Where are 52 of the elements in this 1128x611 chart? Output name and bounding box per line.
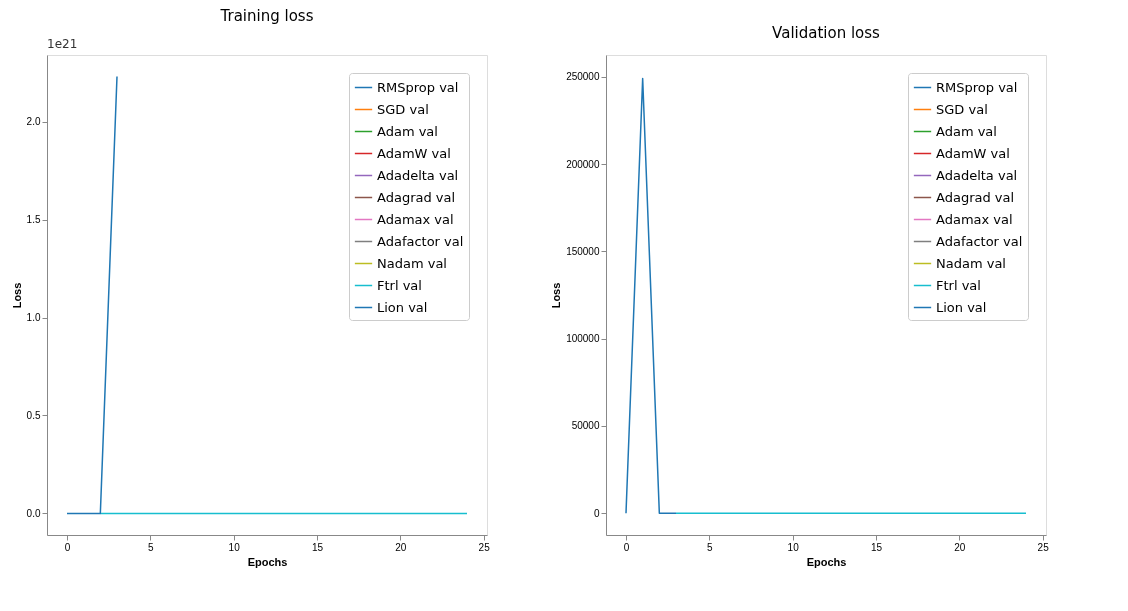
legend-label: Lion val: [377, 299, 428, 315]
chart-title: Validation loss: [772, 24, 881, 42]
legend-label: Adam val: [377, 123, 438, 139]
y-tick-label: 2.0: [26, 116, 41, 128]
legend-label: Adamax val: [936, 211, 1013, 227]
legend-label: SGD val: [377, 101, 429, 117]
legend-label: Nadam val: [936, 255, 1006, 271]
x-tick-label: 15: [870, 541, 883, 553]
x-tick-label: 15: [311, 541, 324, 553]
x-tick-label: 10: [787, 541, 800, 553]
x-tick-label: 0: [623, 541, 630, 553]
x-tick-label: 20: [954, 541, 966, 553]
legend-label: Lion val: [936, 299, 987, 315]
legend-label: Adafactor val: [936, 233, 1023, 249]
legend-label: Nadam val: [377, 255, 447, 271]
y-tick-label: 1.5: [26, 214, 41, 226]
legend-label: RMSprop val: [936, 79, 1018, 95]
x-tick-label: 0: [64, 541, 71, 553]
legend-label: SGD val: [936, 101, 988, 117]
x-tick-label: 20: [395, 541, 407, 553]
y-tick-label: 50000: [571, 420, 600, 432]
legend-label: AdamW val: [377, 145, 451, 161]
legend-label: Ftrl val: [936, 277, 981, 293]
y-tick-label: 1.0: [26, 312, 41, 324]
legend-label: RMSprop val: [377, 79, 459, 95]
legend-label: Ftrl val: [377, 277, 422, 293]
legend-label: Adagrad val: [936, 189, 1015, 205]
legend-label: Adagrad val: [377, 189, 456, 205]
legend-label: Adadelta val: [936, 167, 1018, 183]
y-tick-label: 200000: [566, 158, 600, 170]
legend-label: Adamax val: [377, 211, 454, 227]
y-axis-title: Loss: [10, 282, 23, 309]
y-tick-label: 150000: [566, 245, 600, 257]
text: 1e21: [47, 37, 78, 51]
chart-title: Training loss: [219, 7, 314, 25]
legend-label: Adadelta val: [377, 167, 459, 183]
x-tick-label: 10: [228, 541, 241, 553]
y-axis-title: Loss: [550, 282, 563, 309]
legend-label: Adafactor val: [377, 233, 464, 249]
y-tick-label: 0.0: [26, 507, 41, 519]
x-tick-label: 25: [478, 541, 491, 553]
y-tick-label: 0: [593, 507, 600, 519]
y-tick-label: 250000: [566, 71, 600, 83]
x-axis-title: Epochs: [247, 555, 288, 568]
y-tick-label: 0.5: [26, 409, 41, 421]
x-tick-label: 5: [148, 541, 155, 553]
x-tick-label: 5: [707, 541, 714, 553]
legend-label: AdamW val: [936, 145, 1010, 161]
legend-label: Adam val: [936, 123, 997, 139]
x-axis-title: Epochs: [806, 555, 847, 568]
y-tick-label: 100000: [566, 333, 600, 345]
x-tick-label: 25: [1037, 541, 1050, 553]
